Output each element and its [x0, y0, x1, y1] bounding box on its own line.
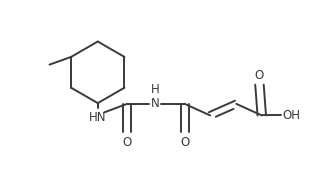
Text: HN: HN: [89, 111, 107, 124]
Text: H: H: [151, 83, 160, 96]
Text: O: O: [180, 136, 189, 149]
Text: OH: OH: [283, 109, 300, 122]
Text: O: O: [255, 69, 264, 82]
Text: O: O: [123, 136, 132, 149]
Text: N: N: [151, 97, 160, 110]
